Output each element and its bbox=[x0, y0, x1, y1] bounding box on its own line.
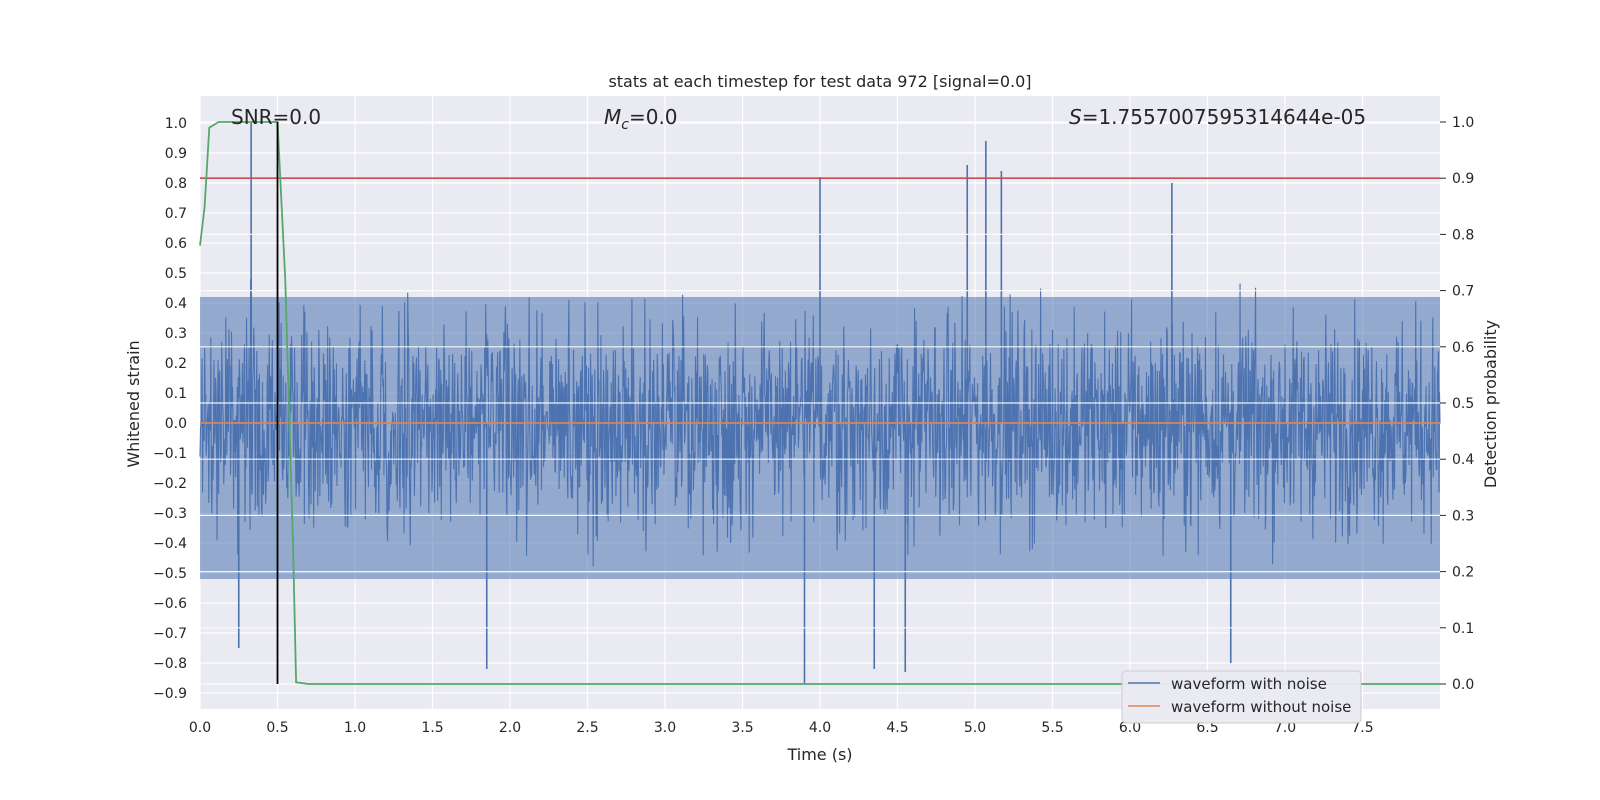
y-left-tick-label: 0.5 bbox=[165, 266, 187, 282]
s-annotation: S=1.7557007595314644e-05 bbox=[1069, 105, 1366, 129]
y-right-tick-label: 0.4 bbox=[1452, 452, 1474, 468]
y-left-tick-label: −0.5 bbox=[153, 566, 187, 582]
snr-annotation: SNR=0.0 bbox=[231, 105, 321, 129]
y-right-tick-label: 0.9 bbox=[1452, 171, 1474, 187]
legend: waveform with noise waveform without noi… bbox=[1121, 670, 1362, 724]
y-axis-left-label: Whitened strain bbox=[124, 340, 143, 467]
series-detection-probability bbox=[199, 121, 1440, 685]
x-tick-label: 5.5 bbox=[1041, 720, 1063, 736]
x-tick-label: 2.5 bbox=[576, 720, 598, 736]
y-left-tick-label: 1.0 bbox=[165, 116, 187, 132]
x-axis-label: Time (s) bbox=[786, 745, 852, 764]
series-layer bbox=[199, 121, 1441, 685]
y-right-tick-label: 1.0 bbox=[1452, 115, 1474, 131]
y-left-tick-label: −0.6 bbox=[153, 596, 187, 612]
x-tick-label: 5.0 bbox=[964, 720, 986, 736]
x-tick-label: 0.5 bbox=[266, 720, 288, 736]
y-right-tick-label: 0.7 bbox=[1452, 284, 1474, 300]
y-left-tick-label: −0.8 bbox=[153, 656, 187, 672]
x-tick-label: 2.0 bbox=[499, 720, 521, 736]
y-left-tick-label: −0.3 bbox=[153, 506, 187, 522]
x-tick-label: 0.0 bbox=[189, 720, 211, 736]
x-tick-label: 6.5 bbox=[1196, 720, 1218, 736]
mc-annotation: Mc=0.0 bbox=[604, 105, 678, 133]
x-tick-label: 6.0 bbox=[1119, 720, 1141, 736]
y-right-tick-label: 0.5 bbox=[1452, 396, 1474, 412]
y-right-tick-label: 0.2 bbox=[1452, 565, 1474, 581]
y-right-tick-label: 0.8 bbox=[1452, 227, 1474, 243]
s-symbol: S bbox=[1069, 105, 1082, 129]
legend-label-noise: waveform with noise bbox=[1171, 675, 1327, 693]
mc-symbol: M bbox=[604, 105, 621, 129]
mc-value: =0.0 bbox=[629, 105, 678, 129]
y-left-tick-label: −0.9 bbox=[153, 686, 187, 702]
y-left-tick-label: 0.2 bbox=[165, 356, 187, 372]
x-tick-label: 4.0 bbox=[809, 720, 831, 736]
legend-label-clean: waveform without noise bbox=[1171, 698, 1351, 716]
x-tick-label: 7.0 bbox=[1274, 720, 1296, 736]
y-left-tick-label: 0.1 bbox=[165, 386, 187, 402]
s-value: =1.7557007595314644e-05 bbox=[1082, 105, 1366, 129]
mc-subscript: c bbox=[621, 117, 629, 133]
y-right-tick-label: 0.1 bbox=[1452, 621, 1474, 637]
y-left-tick-label: 0.0 bbox=[165, 416, 187, 432]
legend-box bbox=[1121, 670, 1362, 724]
x-tick-label: 3.5 bbox=[731, 720, 753, 736]
y-left-tick-label: 0.6 bbox=[165, 236, 187, 252]
y-left-tick-label: 0.4 bbox=[165, 296, 187, 312]
x-tick-label: 4.5 bbox=[886, 720, 908, 736]
x-tick-label: 3.0 bbox=[654, 720, 676, 736]
y-left-tick-label: −0.1 bbox=[153, 446, 187, 462]
chart-title: stats at each timestep for test data 972… bbox=[608, 72, 1031, 91]
y-right-tick-label: 0.3 bbox=[1452, 508, 1474, 524]
y-left-tick-label: 0.3 bbox=[165, 326, 187, 342]
y-left-tick-label: 0.7 bbox=[165, 206, 187, 222]
x-tick-label: 1.5 bbox=[421, 720, 443, 736]
y-left-tick-label: −0.2 bbox=[153, 476, 187, 492]
x-tick-label: 7.5 bbox=[1351, 720, 1373, 736]
y-right-tick-label: 0.6 bbox=[1452, 340, 1474, 356]
y-left-tick-label: −0.7 bbox=[153, 626, 187, 642]
ticks: 0.0 0.5 1.0 1.5 2.0 2.5 3.0 3.5 4.0 4.5 5.0 5.5 6.0 6… bbox=[153, 115, 1474, 736]
y-left-tick-label: −0.4 bbox=[153, 536, 187, 552]
y-axis-right-label: Detection probability bbox=[1481, 320, 1500, 488]
y-left-tick-label: 0.9 bbox=[165, 146, 187, 162]
x-tick-label: 1.0 bbox=[344, 720, 366, 736]
y-left-tick-label: 0.8 bbox=[165, 176, 187, 192]
y-right-tick-label: 0.0 bbox=[1452, 677, 1474, 693]
